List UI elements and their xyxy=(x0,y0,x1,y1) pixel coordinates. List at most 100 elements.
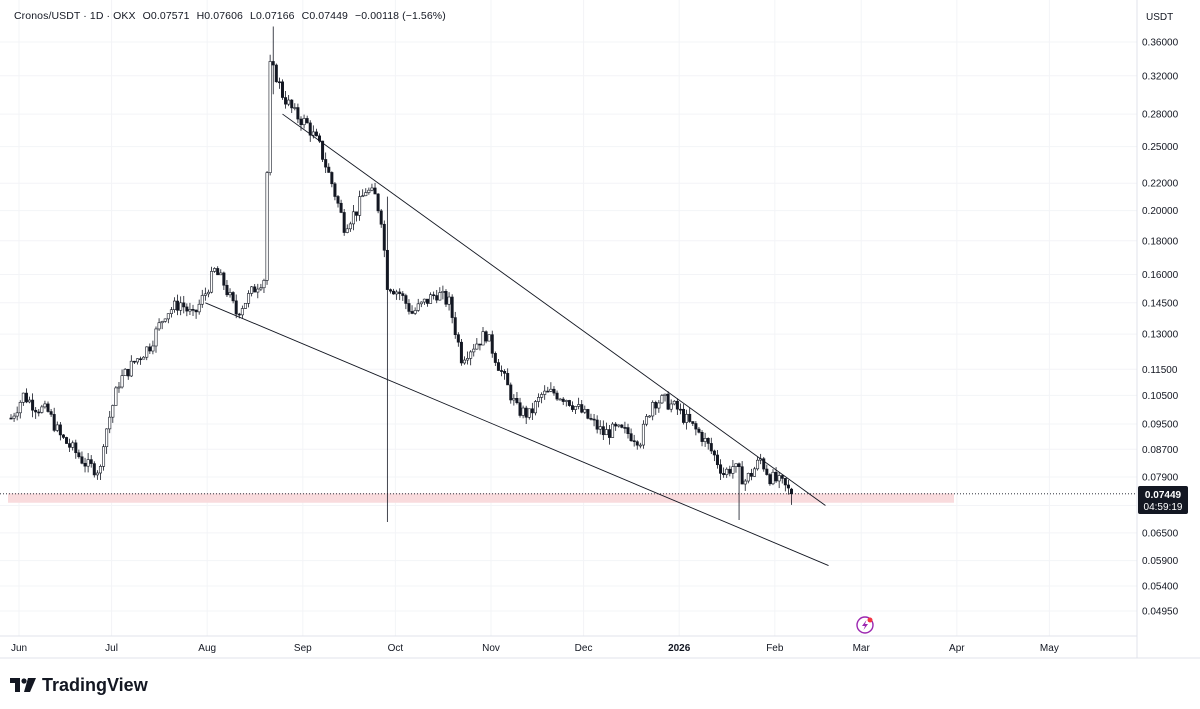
y-tick-label: 0.18000 xyxy=(1142,236,1179,247)
candle-body xyxy=(339,202,343,213)
tradingview-logo[interactable]: TradingView xyxy=(10,674,148,696)
candle-body xyxy=(459,341,463,364)
price-axis[interactable]: 0.36000 0.32000 0.28000 0.25000 0.22000 0.200… xyxy=(1142,38,1179,618)
candle-body xyxy=(89,459,93,464)
candle-body xyxy=(123,368,127,376)
candle-body xyxy=(287,99,291,105)
candle-body xyxy=(768,474,772,485)
y-tick-label: 0.08700 xyxy=(1142,445,1179,456)
symbol-title[interactable]: Cronos/USDT · 1D · OKX xyxy=(14,10,136,22)
candle-body xyxy=(728,468,732,474)
candle-body xyxy=(388,289,392,292)
candle-body xyxy=(351,211,355,225)
candle-body xyxy=(635,441,639,446)
candle-body xyxy=(697,428,701,433)
candle-body xyxy=(607,429,611,438)
candle-body xyxy=(694,423,698,430)
candle-body xyxy=(253,286,257,293)
candle-body xyxy=(46,403,50,412)
candle-body xyxy=(719,464,723,474)
support-zone xyxy=(8,493,954,503)
candle-body xyxy=(432,294,436,297)
candle-body xyxy=(216,268,220,276)
candle-body xyxy=(243,303,247,309)
candle-body xyxy=(407,303,411,312)
candle-body xyxy=(126,368,130,377)
candle-body xyxy=(77,452,81,458)
bolt-icon[interactable] xyxy=(856,616,874,634)
candle-body xyxy=(786,484,790,489)
candle-body xyxy=(737,463,741,467)
candle-body xyxy=(237,313,241,316)
candle-body xyxy=(586,409,590,419)
candle-body xyxy=(151,345,155,352)
candle-body xyxy=(487,334,491,342)
candle-body xyxy=(299,118,303,126)
candle-body xyxy=(447,296,451,305)
candle-body xyxy=(219,272,223,276)
candle-body xyxy=(475,343,479,350)
candle-body xyxy=(441,291,445,293)
candle-body xyxy=(527,408,531,418)
candle-body xyxy=(453,317,457,335)
candle-body xyxy=(185,306,189,312)
time-axis[interactable]: Jun Jul Aug Sep Oct Nov Dec 2026 Feb Mar Apr May xyxy=(11,643,1059,654)
candle-body xyxy=(472,348,476,353)
candle-body xyxy=(163,318,167,322)
candle-body xyxy=(83,462,87,467)
y-tick-label: 0.14500 xyxy=(1142,298,1179,309)
candle-body xyxy=(663,393,667,396)
currency-label[interactable]: USDT xyxy=(1146,12,1174,23)
candle-body xyxy=(410,311,414,314)
candle-body xyxy=(145,346,149,358)
candle-body xyxy=(135,358,139,363)
candle-body xyxy=(114,387,118,406)
candle-body xyxy=(731,466,735,474)
candle-body xyxy=(561,398,565,402)
y-tick-label: 0.06500 xyxy=(1142,528,1179,539)
candle-body xyxy=(321,140,325,160)
candle-body xyxy=(102,446,106,467)
candle-body xyxy=(438,292,442,301)
candle-body xyxy=(493,353,497,363)
candle-body xyxy=(589,418,593,420)
candle-body xyxy=(506,373,510,386)
candle-body xyxy=(478,343,482,346)
candle-body xyxy=(191,309,195,311)
ohlc-legend[interactable]: Cronos/USDT · 1D · OKX O0.07571 H0.07606… xyxy=(14,10,450,22)
lower-trendline[interactable] xyxy=(205,302,829,566)
candle-body xyxy=(296,107,300,120)
candle-body xyxy=(179,302,183,311)
candle-body xyxy=(24,392,28,403)
x-tick-label: Dec xyxy=(575,643,593,654)
candle-body xyxy=(194,309,198,313)
y-tick-label: 0.11500 xyxy=(1142,365,1178,376)
candle-body xyxy=(129,360,133,377)
candle-body xyxy=(450,296,454,318)
candle-body xyxy=(648,415,652,418)
y-tick-label: 0.07900 xyxy=(1142,472,1179,483)
candle-body xyxy=(40,406,44,413)
candle-body xyxy=(614,423,618,427)
x-tick-label: Jun xyxy=(11,643,27,654)
candle-body xyxy=(712,450,716,456)
candle-body xyxy=(259,287,263,290)
candle-body xyxy=(120,375,124,388)
upper-trendline[interactable] xyxy=(282,113,826,506)
x-tick-label: Sep xyxy=(294,643,312,654)
candle-body xyxy=(598,426,602,430)
candle-body xyxy=(669,403,673,410)
candle-body xyxy=(462,359,466,364)
candle-body xyxy=(305,118,309,124)
candle-body xyxy=(210,271,214,293)
candle-body xyxy=(132,360,136,363)
price-label-value: 0.07449 xyxy=(1145,490,1182,501)
candle-body xyxy=(746,473,750,482)
candle-body xyxy=(469,351,473,359)
change-value: −0.00118 (−1.56%) xyxy=(355,10,446,22)
candle-body xyxy=(173,300,177,310)
candle-body xyxy=(31,399,35,411)
candle-body xyxy=(395,291,399,295)
candle-body xyxy=(327,166,331,173)
